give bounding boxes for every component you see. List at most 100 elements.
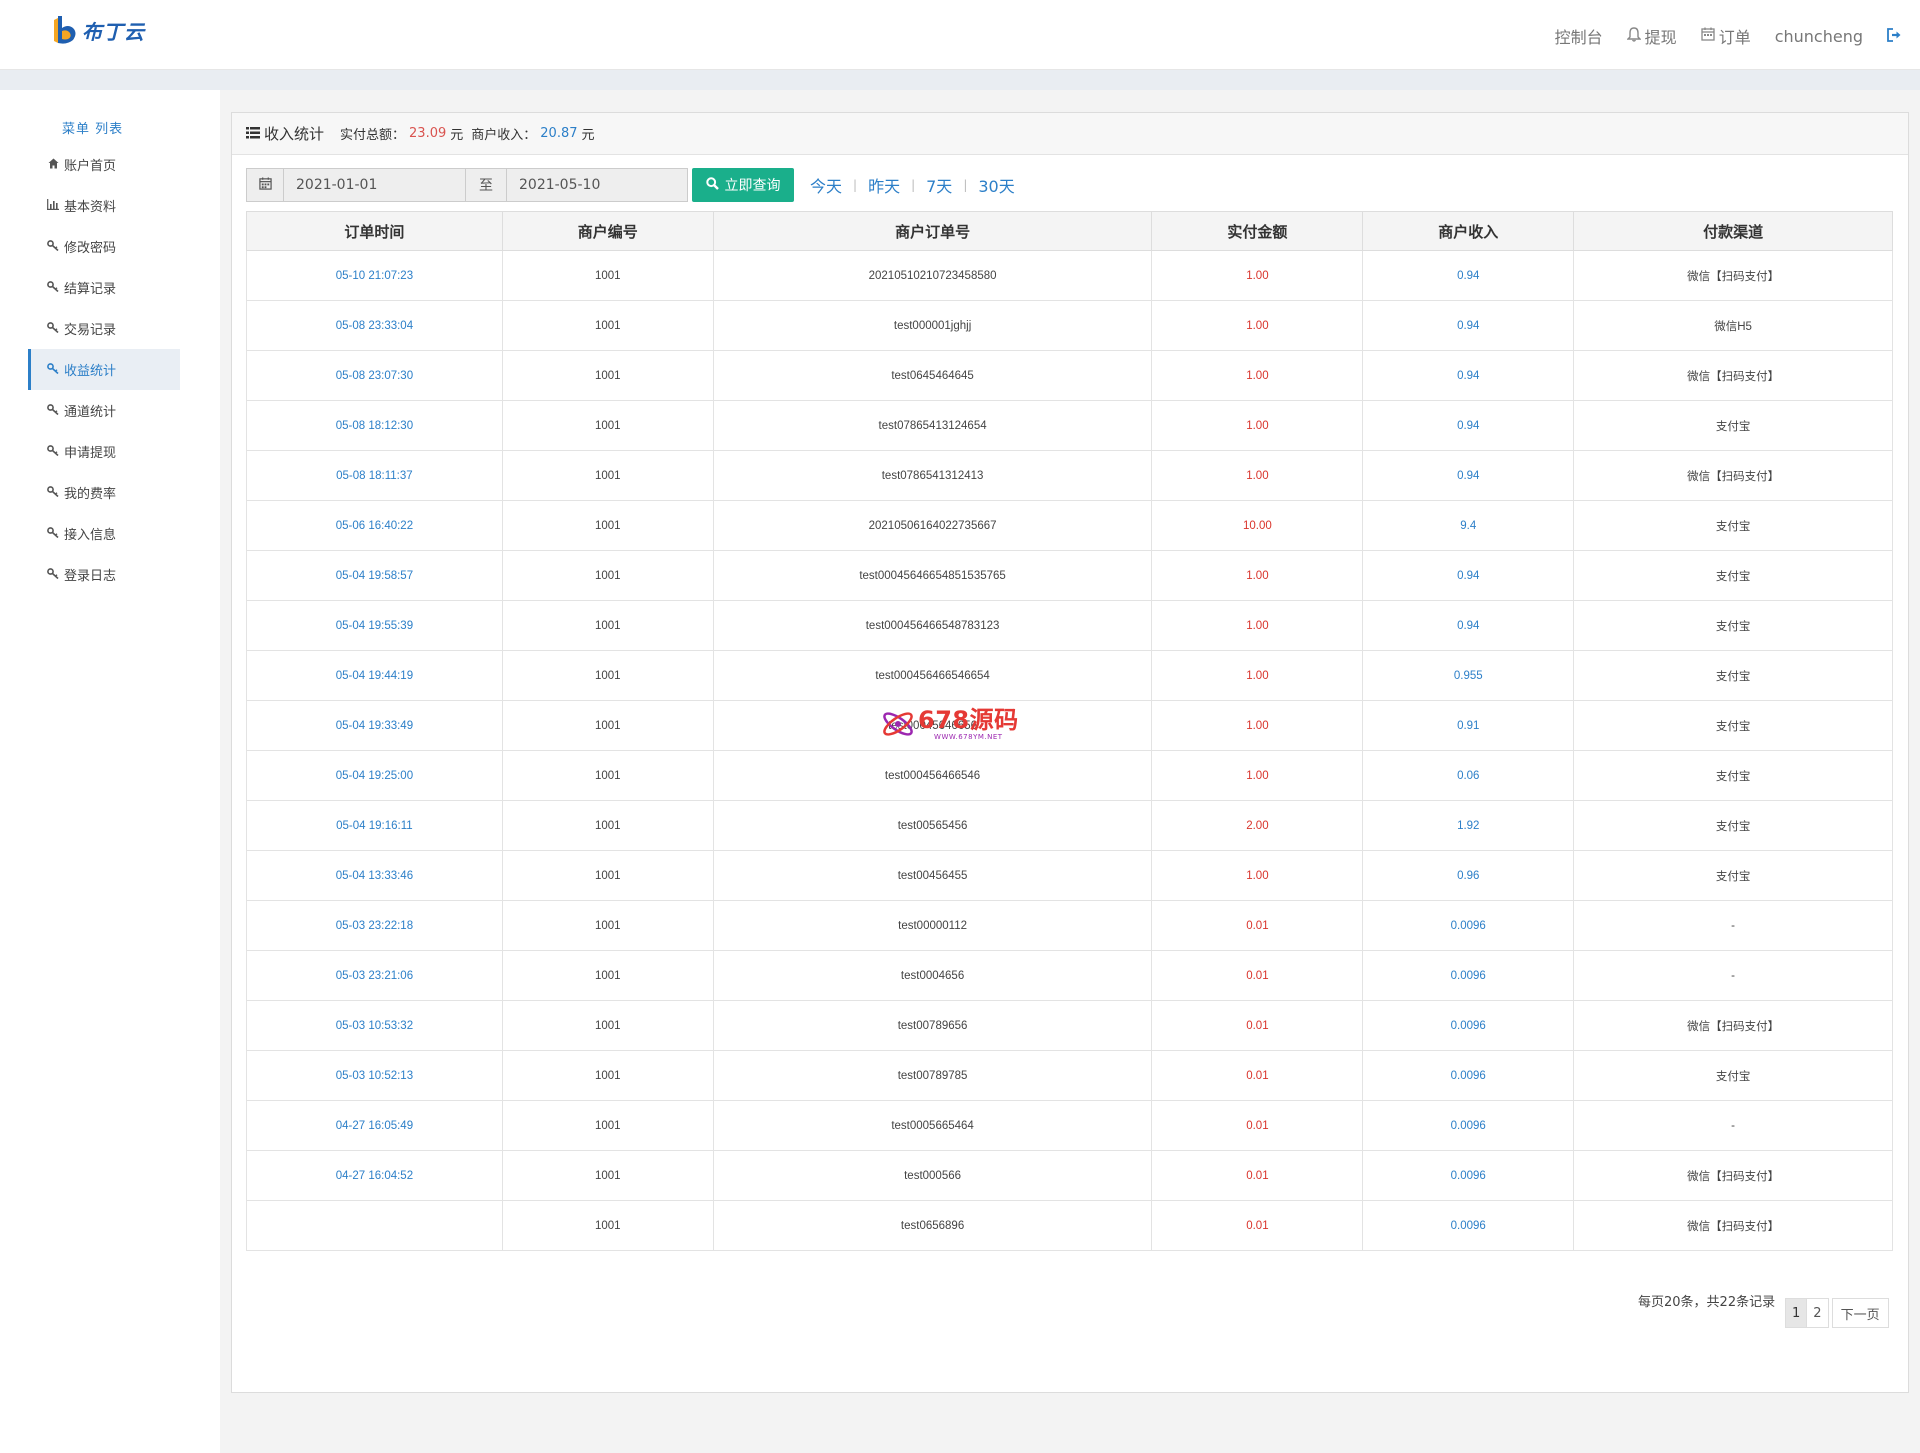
cell-order-time[interactable] [246,1200,503,1251]
nav-dashboard-label: 控制台 [1554,28,1603,47]
pagination-info: 每页20条，共22条记录 [1638,1295,1776,1310]
to-addon: 至 [466,168,506,202]
logo[interactable]: 布丁云 [52,14,145,46]
sidebar-title: 菜单 列表 [62,122,124,137]
table-row: 05-08 18:12:30 1001 test07865413124654 1.00… [246,400,1893,451]
cell-merchant-income: 0.94 [1362,600,1575,651]
cell-merchant-id: 1001 [501,900,714,951]
cell-order-no: test00045646654851535765 [712,550,1153,601]
cell-merchant-id: 1001 [501,600,714,651]
cell-order-no: test0005665464 [712,1100,1153,1151]
top-nav: 控制台 提现 订单 chuncheng [1555,24,1902,48]
quick-yesterday[interactable]: 昨天 [868,177,901,196]
cell-paid-amount: 0.01 [1151,1000,1364,1051]
sidebar-item-7[interactable]: 通道统计 [28,390,180,431]
table-row: 05-04 19:33:49 1001 test00045646656 1.00 0.9… [246,700,1893,751]
cell-merchant-id: 1001 [501,550,714,601]
sidebar-item-4[interactable]: 结算记录 [28,267,180,308]
cell-order-time[interactable]: 05-03 23:21:06 [246,950,503,1001]
income-unit: 元 [581,128,595,143]
cell-merchant-id: 1001 [501,400,714,451]
cell-order-time[interactable]: 05-08 23:07:30 [246,350,503,401]
cell-order-time[interactable]: 05-04 19:16:11 [246,800,503,851]
page-2-button[interactable]: 2 [1806,1298,1829,1328]
cell-merchant-id: 1001 [501,800,714,851]
sidebar-item-6[interactable]: 收益统计 [28,349,180,390]
cell-merchant-id: 1001 [501,1100,714,1151]
cell-order-time[interactable]: 05-04 19:25:00 [246,750,503,801]
table-row: 05-10 21:07:23 1001 20210510210723458580 1.… [246,250,1893,301]
cell-paid-amount: 1.00 [1151,350,1364,401]
watermark-text: 678源码 WWW.678YM.NET [918,707,1019,741]
table-row: 1001 test0656896 0.01 0.0096 微信【扫码支付】 [246,1200,1893,1251]
table-row: 05-08 23:07:30 1001 test0645464645 1.00 0.94… [246,350,1893,401]
sidebar-item-5[interactable]: 交易记录 [28,308,180,349]
cell-order-time[interactable]: 05-03 10:53:32 [246,1000,503,1051]
sidebar-menu: 账户首页基本资料修改密码结算记录交易记录收益统计 通道统计 申请提现 我的费率接入信息… [28,144,180,595]
bell-icon [1625,26,1642,46]
end-date-input[interactable] [506,168,688,202]
nav-dashboard[interactable]: 控制台 [1555,24,1603,48]
cell-order-time[interactable]: 05-08 23:33:04 [246,300,503,351]
cell-merchant-id: 1001 [501,500,714,551]
cell-order-time[interactable]: 05-04 19:33:49 [246,700,503,751]
nav-orders[interactable]: 订单 [1701,24,1751,48]
page-1-button[interactable]: 1 [1785,1298,1808,1328]
list-icon [246,125,260,143]
cell-order-no: test0786541312413 [712,450,1153,501]
cell-order-time[interactable]: 04-27 16:04:52 [246,1150,503,1201]
income-label: 商户收入： [471,128,537,143]
nav-withdraw-label: 提现 [1644,28,1677,47]
cell-order-time[interactable]: 05-06 16:40:22 [246,500,503,551]
cell-merchant-id: 1001 [501,350,714,401]
cell-order-time[interactable]: 04-27 16:05:49 [246,1100,503,1151]
sidebar-item-label: 修改密码 [64,241,117,256]
cell-pay-channel: - [1573,900,1893,951]
total-value: 23.09 [409,126,447,141]
cell-merchant-id: 1001 [501,750,714,801]
cell-paid-amount: 1.00 [1151,250,1364,301]
quick-30days[interactable]: 30天 [978,177,1015,196]
cell-order-time[interactable]: 05-08 18:12:30 [246,400,503,451]
sidebar-item-8[interactable]: 申请提现 [28,431,180,472]
quick-today[interactable]: 今天 [810,177,843,196]
sidebar-item-10[interactable]: 接入信息 [28,513,180,554]
sidebar-item-3[interactable]: 修改密码 [28,226,180,267]
total-label: 实付总额： [340,128,406,143]
cell-order-time[interactable]: 05-03 10:52:13 [246,1050,503,1101]
nav-withdraw[interactable]: 提现 [1625,24,1677,48]
next-page-button[interactable]: 下一页 [1831,1298,1889,1328]
cell-order-time[interactable]: 05-03 23:22:18 [246,900,503,951]
sidebar-item-2[interactable]: 基本资料 [28,185,180,226]
home-icon [46,158,60,172]
key-icon [46,403,60,418]
query-button[interactable]: 立即查询 [692,168,794,202]
sidebar-item-1[interactable]: 账户首页 [28,144,180,185]
cell-order-time[interactable]: 05-04 19:44:19 [246,650,503,701]
nav-user[interactable]: chuncheng [1775,27,1863,46]
sidebar-item-11[interactable]: 登录日志 [28,554,180,595]
header-merchant-income: 商户收入 [1362,211,1575,251]
cell-pay-channel: - [1573,1100,1893,1151]
cell-order-time[interactable]: 05-08 18:11:37 [246,450,503,501]
sidebar-item-9[interactable]: 我的费率 [28,472,180,513]
start-date-input[interactable] [284,168,466,202]
cell-order-time[interactable]: 05-04 13:33:46 [246,850,503,901]
cell-merchant-income: 0.0096 [1362,900,1575,951]
cell-merchant-id: 1001 [501,250,714,301]
logout-button[interactable] [1887,27,1902,46]
cell-order-time[interactable]: 05-04 19:55:39 [246,600,503,651]
sidebar-item-label: 交易记录 [64,323,117,338]
nav-user-label: chuncheng [1774,26,1863,46]
cell-order-time[interactable]: 05-10 21:07:23 [246,250,503,301]
cell-paid-amount: 1.00 [1151,550,1364,601]
quick-7days[interactable]: 7天 [926,177,953,196]
table-row: 05-04 19:25:00 1001 test000456466546 1.00 0.… [246,750,1893,801]
sidebar-item-label: 接入信息 [64,528,117,543]
sidebar-item-label: 账户首页 [64,159,117,174]
cell-paid-amount: 10.00 [1151,500,1364,551]
cell-pay-channel: 支付宝 [1573,700,1893,751]
key-icon [46,444,60,459]
cell-merchant-income: 0.0096 [1362,1200,1575,1251]
cell-order-time[interactable]: 05-04 19:58:57 [246,550,503,601]
